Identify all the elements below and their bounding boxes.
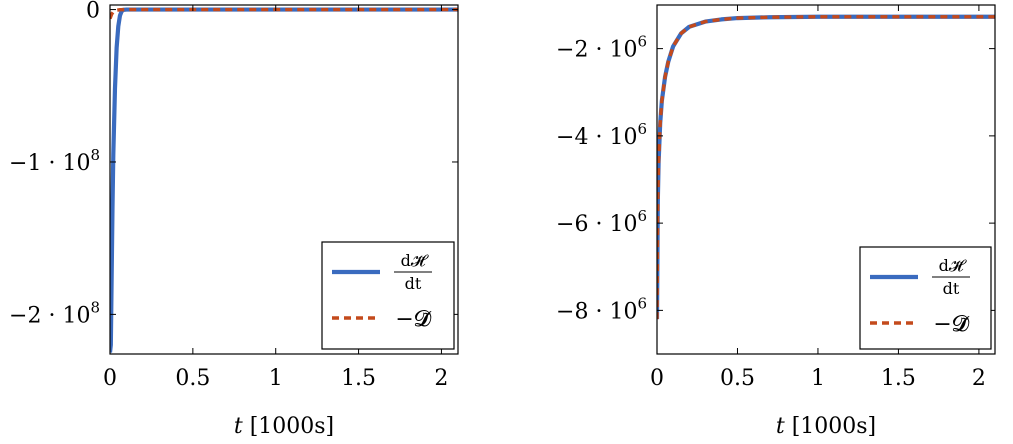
y-tick-label: −2 · 106 (556, 33, 647, 63)
axes-frame (656, 4, 996, 355)
legend-label: −𝓓̃ (395, 307, 431, 332)
y-tick-exponent: 6 (637, 120, 647, 138)
x-axis-variable: t (776, 414, 785, 439)
y-tick-mantissa: −2 · 10 (556, 38, 637, 63)
legend: d𝓗̃ dt −𝓓̃ (321, 241, 455, 350)
y-tick-mantissa: −2 · 10 (9, 303, 90, 328)
legend-box (321, 241, 455, 350)
y-tick-mantissa: −8 · 10 (556, 299, 637, 324)
x-axis-unit: [1000s] (243, 414, 334, 439)
y-tick-mantissa: −1 · 10 (9, 151, 90, 176)
x-tick-label: 1.5 (881, 366, 916, 391)
x-axis-variable: t (234, 414, 243, 439)
y-tick-exponent: 8 (90, 298, 100, 316)
x-axis-label: t [1000s] (776, 414, 876, 439)
y-tick-exponent: 8 (90, 146, 100, 164)
axes-frame (109, 4, 459, 355)
x-axis-label: t [1000s] (234, 414, 334, 439)
x-axis-unit: [1000s] (785, 414, 876, 439)
x-tick-label: 0 (650, 366, 664, 391)
legend-label-numerator: d𝓗̃ (939, 256, 967, 275)
legend-label-numerator: d𝓗̃ (401, 251, 429, 270)
x-tick-label: 1 (811, 366, 825, 391)
x-tick-label: 1.5 (341, 366, 376, 391)
y-tick-exponent: 6 (637, 207, 647, 225)
legend-label-denominator: dt (405, 274, 422, 293)
y-tick-label: 0 (86, 0, 100, 24)
x-tick-label: 2 (434, 366, 448, 391)
x-tick-label: 0.5 (720, 366, 755, 391)
y-tick-mantissa: −4 · 10 (556, 125, 637, 150)
x-tick-label: 0 (103, 366, 117, 391)
y-tick-mantissa: −6 · 10 (556, 212, 637, 237)
y-tick-label: −6 · 106 (556, 207, 647, 237)
legend-label-denominator: dt (943, 279, 960, 298)
legend: d𝓗̃ dt −𝓓̃ (859, 246, 992, 350)
y-tick-label: −8 · 106 (556, 294, 647, 324)
plot-panel-2: 0 0.5 1 1.5 2−2 · 106−4 · 106−6 · 106−8 · 10… (556, 4, 996, 439)
y-tick-label: −1 · 108 (9, 146, 100, 176)
x-tick-label: 1 (269, 366, 283, 391)
y-tick-label: −4 · 106 (556, 120, 647, 150)
x-tick-label: 2 (972, 366, 986, 391)
y-tick-exponent: 6 (637, 294, 647, 312)
y-tick-mantissa: 0 (86, 0, 100, 24)
series-line-2 (110, 7, 458, 20)
y-tick-exponent: 6 (637, 33, 647, 51)
legend-label: −𝓓̃ (933, 312, 969, 337)
x-tick-label: 0.5 (175, 366, 210, 391)
y-tick-label: −2 · 108 (9, 298, 100, 328)
series-line-1 (110, 7, 458, 353)
legend-box (859, 246, 992, 350)
